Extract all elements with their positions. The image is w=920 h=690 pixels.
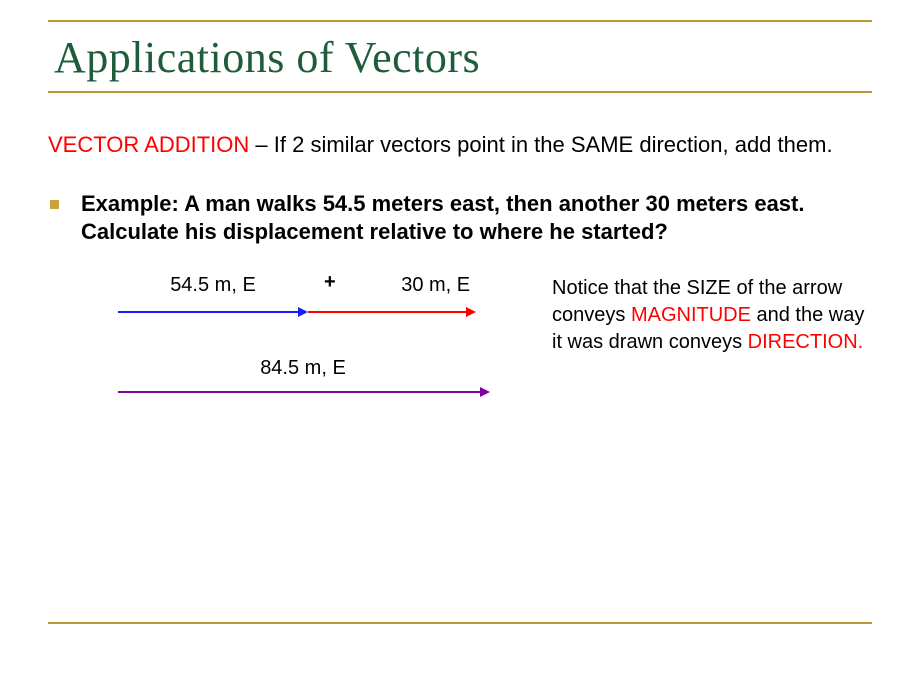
- vec1-arrow-icon: [118, 305, 308, 319]
- content-area: VECTOR ADDITION – If 2 similar vectors p…: [48, 131, 872, 399]
- example-text: Example: A man walks 54.5 meters east, t…: [81, 190, 872, 247]
- note-magnitude: MAGNITUDE: [631, 304, 751, 326]
- addend-labels-row: 54.5 m, E + 30 m, E: [118, 269, 528, 301]
- vector-addition-label: VECTOR ADDITION: [48, 132, 249, 157]
- vec2-arrow-icon: [308, 305, 476, 319]
- page-title: Applications of Vectors: [48, 32, 872, 83]
- bullet-marker-icon: [50, 200, 59, 209]
- intro-paragraph: VECTOR ADDITION – If 2 similar vectors p…: [48, 131, 872, 160]
- sum-label: 84.5 m, E: [118, 355, 488, 381]
- side-note: Notice that the SIZE of the arrow convey…: [528, 269, 872, 356]
- bottom-rule: [48, 622, 872, 624]
- intro-rest: – If 2 similar vectors point in the SAME…: [249, 132, 832, 157]
- note-direction: DIRECTION.: [748, 331, 864, 353]
- title-underline: [48, 91, 872, 93]
- sum-arrow-icon: [118, 385, 490, 399]
- plus-sign: +: [308, 269, 352, 301]
- diagram-and-note: 54.5 m, E + 30 m, E 84.5 m, E Notice tha…: [48, 269, 872, 399]
- vec1-label: 54.5 m, E: [118, 272, 308, 298]
- vector-diagram: 54.5 m, E + 30 m, E 84.5 m, E: [48, 269, 528, 399]
- top-rule: [48, 20, 872, 22]
- vec2-label: 30 m, E: [352, 272, 520, 298]
- addend-arrows-row: [118, 305, 528, 319]
- slide: Applications of Vectors VECTOR ADDITION …: [0, 0, 920, 690]
- example-bullet: Example: A man walks 54.5 meters east, t…: [48, 190, 872, 247]
